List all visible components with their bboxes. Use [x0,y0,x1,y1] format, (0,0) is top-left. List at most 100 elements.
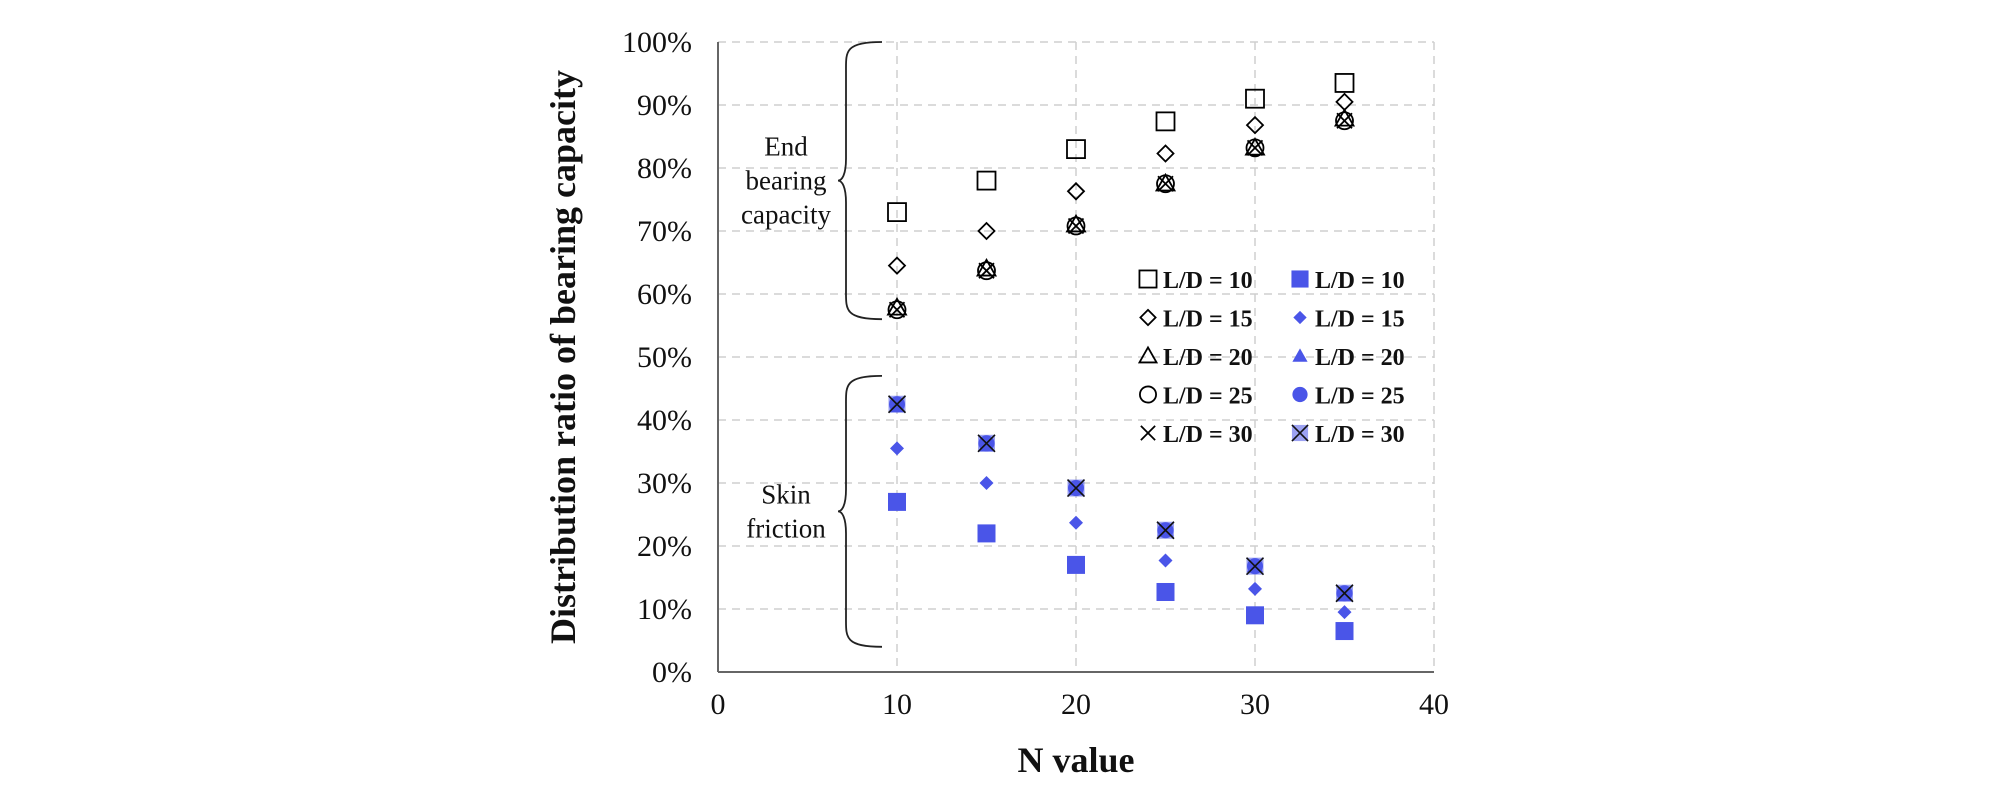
data-point [1334,73,1355,93]
x-tick-label: 0 [711,688,726,721]
legend-marker [1139,385,1157,404]
data-point [1065,213,1087,233]
annotation-label: bearing [746,166,827,196]
data-point [1156,174,1175,194]
x-tick-label: 20 [1061,688,1091,721]
data-point [886,297,908,316]
data-point [1335,622,1354,641]
legend-label: L/D = 15 [1315,307,1405,333]
data-point [890,441,904,456]
x-tick-label: 40 [1419,688,1449,721]
annotation-label: friction [746,513,826,543]
legend-label: L/D = 30 [1315,422,1405,448]
series-skin-4 [887,395,1354,603]
annotation-layer: End bearing capacity Skin friction [741,41,883,648]
y-tick-label: 100% [622,26,692,59]
legend-marker [1140,425,1156,441]
y-tick-label: 90% [637,89,692,122]
data-point [1066,478,1086,498]
data-point [1336,112,1353,129]
data-point [1245,88,1265,109]
data-point [1246,139,1264,156]
data-point [1067,555,1085,574]
legend-label: L/D = 20 [1315,345,1405,371]
series-end-1 [887,92,1354,275]
data-point [1246,606,1264,625]
data-point [1158,553,1173,568]
data-point [1066,216,1086,236]
legend-item: L/D = 30 [1140,422,1253,448]
data-point [978,262,995,279]
annotation-end-bearing: End bearing capacity [741,41,883,321]
data-point [979,476,994,490]
data-point [1157,175,1174,192]
annotation-label: Skin [761,479,811,509]
data-point [1244,137,1266,156]
data-point [1335,111,1354,131]
legend-item: L/D = 25 [1139,384,1253,410]
legend-label: L/D = 20 [1163,345,1253,371]
legend-label: L/D = 10 [1163,268,1253,294]
legend-marker [1291,270,1309,288]
legend-item: L/D = 20 [1292,345,1405,371]
y-tick-label: 80% [637,152,692,185]
data-point [1066,182,1086,201]
x-tick-label: 30 [1240,688,1270,721]
data-point [887,395,907,414]
data-point [1335,584,1354,603]
legend-marker [1291,424,1309,442]
legend-label: L/D = 25 [1315,384,1405,410]
series-end-3 [887,111,1354,320]
legend-item: L/D = 15 [1293,307,1405,333]
data-point [1069,515,1083,530]
data-point [1155,111,1176,132]
data-point [1156,144,1175,163]
legend-item: L/D = 20 [1137,345,1253,371]
brace [837,41,883,321]
data-point [888,301,906,318]
legend-label: L/D = 25 [1163,384,1253,410]
series-end-4 [888,112,1353,318]
legend-item: L/D = 25 [1292,384,1405,410]
legend-label: L/D = 30 [1163,422,1253,448]
data-point [977,221,996,241]
data-point [1245,138,1265,158]
y-tick-label: 40% [637,404,692,437]
data-point [1066,139,1086,160]
legend-marker [1292,348,1308,362]
data-point [1333,108,1356,127]
y-tick-label: 60% [637,278,692,311]
legend-item: L/D = 10 [1138,268,1253,294]
y-tick-label: 0% [652,656,692,689]
y-tick-label: 30% [637,467,692,500]
data-point [887,202,907,223]
data-point [977,434,996,453]
series-skin-2 [889,398,1353,602]
legend-label: L/D = 15 [1163,307,1253,333]
x-tick-label: 10 [882,688,912,721]
legend-item: L/D = 10 [1291,268,1405,294]
data-point [1067,217,1085,235]
series-skin-0 [888,492,1354,641]
data-point [1248,581,1262,596]
series-skin-1 [890,441,1352,620]
data-point [977,524,996,543]
brace [837,375,883,648]
legend-item: L/D = 15 [1139,307,1253,333]
legend-marker [1137,345,1159,364]
legend: L/D = 10 L/D = 15 L/D = 20 L/D = 25 L/D = 30… [1137,268,1405,448]
axis-layer: 0% 10% 20% 30% 40% 50% 60% 70% 80% 90% 100% 0 10 20 30… [622,26,1449,721]
data-point [1335,92,1354,112]
legend-marker [1138,269,1158,289]
annotation-label: End [764,132,808,162]
data-point [975,257,998,277]
data-point [1337,605,1352,620]
data-point [976,170,997,191]
y-tick-label: 10% [637,593,692,626]
series-end-2 [886,108,1356,316]
data-point [1156,521,1175,540]
y-tick-label: 20% [637,530,692,563]
series-skin-3 [889,396,1353,602]
y-tick-label: 70% [637,215,692,248]
